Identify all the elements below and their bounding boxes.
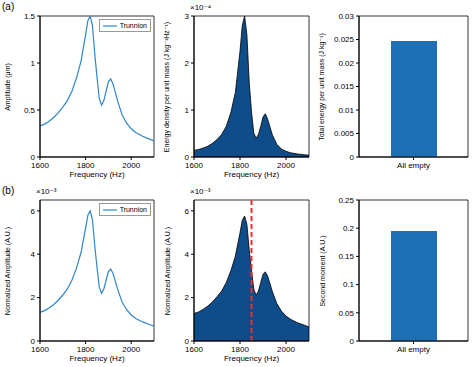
svg-text:1800: 1800	[77, 161, 95, 170]
svg-text:1: 1	[31, 59, 36, 68]
svg-text:0.02: 0.02	[338, 59, 354, 68]
html-text:Normalized Amplitude (A.U.): Normalized Amplitude (A.U.)	[163, 226, 171, 315]
svg-text:0.25: 0.25	[338, 196, 354, 205]
svg-text:1600: 1600	[185, 345, 203, 354]
svg-text:6: 6	[185, 207, 190, 216]
svg-text:2: 2	[185, 293, 190, 302]
svg-text:0.01: 0.01	[338, 106, 354, 115]
svg-text:0.1: 0.1	[343, 280, 355, 289]
html-text:×10⁻³: ×10⁻³	[190, 187, 211, 196]
svg-text:0.2: 0.2	[343, 224, 355, 233]
svg-text:0: 0	[31, 153, 36, 162]
html-text:×10⁻⁴: ×10⁻⁴	[190, 3, 212, 12]
html-text:Normalized Amplitude (A.U.): Normalized Amplitude (A.U.)	[3, 226, 11, 315]
svg-text:0.03: 0.03	[338, 12, 354, 21]
svg-text:1800: 1800	[231, 345, 249, 354]
svg-text:2000: 2000	[122, 345, 140, 354]
html-text:Frequency (Hz): Frequency (Hz)	[223, 354, 280, 363]
svg-text:0: 0	[350, 337, 355, 346]
html-text:Trunnion: Trunnion	[119, 22, 147, 29]
svg-text:2000: 2000	[277, 161, 295, 170]
html-text:(a): (a)	[2, 1, 15, 12]
html-text:Frequency (Hz): Frequency (Hz)	[69, 170, 125, 179]
svg-text:6: 6	[31, 207, 36, 216]
html-text:Amplitude (μm): Amplitude (μm)	[3, 62, 11, 111]
svg-text:0.005: 0.005	[334, 129, 355, 138]
svg-text:4: 4	[31, 250, 36, 259]
svg-text:1600: 1600	[185, 161, 203, 170]
svg-text:1800: 1800	[231, 161, 249, 170]
svg-text:1.5: 1.5	[24, 12, 36, 21]
svg-text:0.025: 0.025	[334, 35, 355, 44]
svg-text:1600: 1600	[31, 161, 49, 170]
svg-text:3: 3	[185, 12, 190, 21]
svg-text:0.05: 0.05	[338, 309, 354, 318]
svg-text:1600: 1600	[31, 345, 49, 354]
svg-text:2: 2	[31, 293, 36, 302]
svg-text:2000: 2000	[277, 345, 295, 354]
svg-text:1: 1	[185, 106, 190, 115]
svg-text:All empty: All empty	[397, 161, 430, 170]
svg-text:0: 0	[31, 337, 36, 346]
svg-text:2: 2	[185, 59, 190, 68]
svg-text:0: 0	[185, 153, 190, 162]
html-text:(b): (b)	[2, 185, 15, 196]
svg-text:4: 4	[185, 250, 190, 259]
html-text:Energy density per unit mass (: Energy density per unit mass (J kg⁻¹Hz⁻¹…	[163, 21, 170, 152]
svg-text:2000: 2000	[122, 161, 140, 170]
svg-text:0: 0	[185, 337, 190, 346]
svg-text:0.15: 0.15	[338, 252, 354, 261]
svg-text:0: 0	[350, 153, 355, 162]
html-text:Total energy per unit mass (J: Total energy per unit mass (J kg⁻¹)	[318, 32, 325, 141]
svg-text:0.5: 0.5	[24, 106, 36, 115]
svg-text:0.015: 0.015	[334, 82, 355, 91]
svg-text:All empty: All empty	[397, 345, 430, 354]
html-text:Trunnion: Trunnion	[119, 206, 147, 213]
html-text:×10⁻³: ×10⁻³	[36, 187, 57, 196]
html-text:Frequency (Hz): Frequency (Hz)	[223, 170, 280, 179]
svg-text:1800: 1800	[77, 345, 95, 354]
html-text:Frequency (Hz): Frequency (Hz)	[69, 354, 125, 363]
html-text:Second moment (A.U.): Second moment (A.U.)	[318, 234, 326, 307]
